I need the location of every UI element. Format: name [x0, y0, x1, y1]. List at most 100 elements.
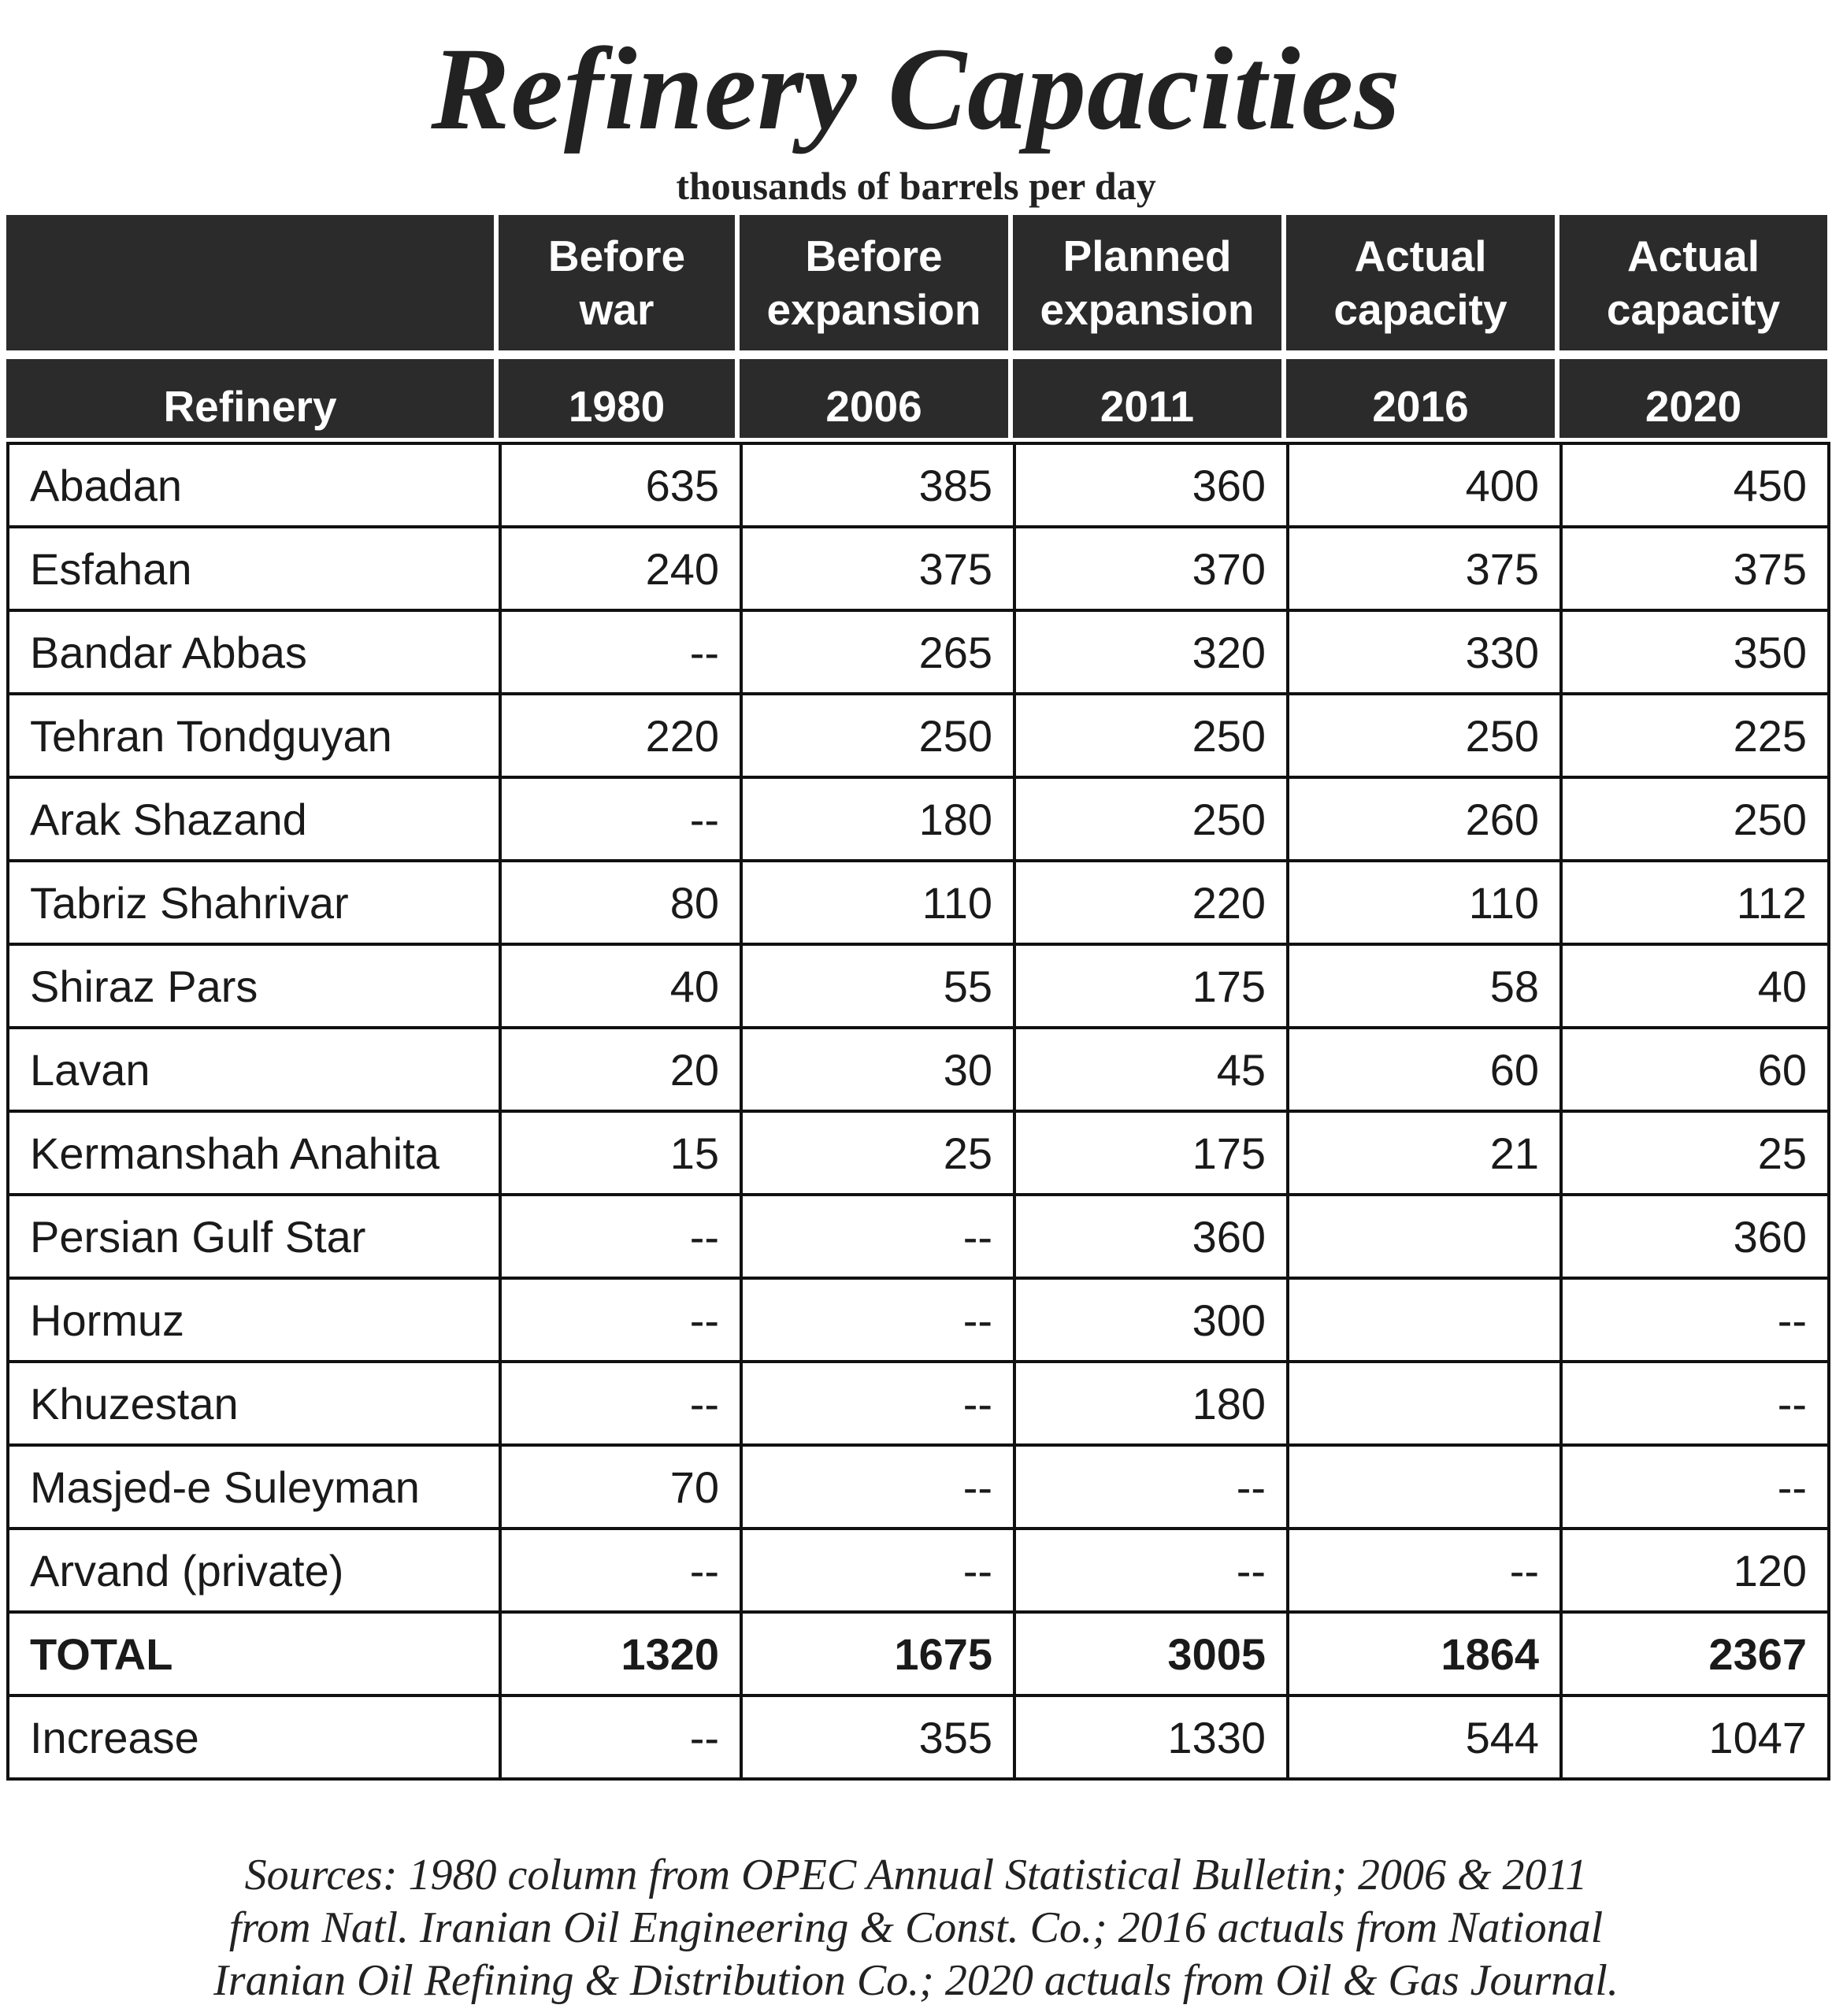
refinery-name: Increase: [6, 1694, 502, 1781]
capacity-cell: 375: [740, 525, 1016, 612]
refinery-name: Bandar Abbas: [6, 609, 502, 695]
table-row: Lavan 20 30 45 60 60: [6, 1026, 1830, 1113]
capacity-cell: 1320: [499, 1610, 743, 1697]
capacity-cell: 300: [1013, 1277, 1289, 1363]
capacity-cell: 180: [1013, 1360, 1289, 1447]
page-subtitle: thousands of barrels per day: [676, 164, 1156, 208]
page-title: Refinery Capacities: [431, 24, 1401, 154]
refinery-name: Shiraz Pars: [6, 943, 502, 1029]
header-label-line: Planned: [1062, 232, 1232, 280]
header-label-line: capacity: [1606, 285, 1781, 334]
refinery-name: Abadan: [6, 442, 502, 528]
capacity-cell: --: [499, 1694, 743, 1781]
capacity-cell: 21: [1286, 1110, 1563, 1196]
capacity-cell: 15: [499, 1110, 743, 1196]
capacity-cell: [1286, 1443, 1563, 1530]
table-row: Kermanshah Anahita 15 25 175 21 25: [6, 1110, 1830, 1196]
capacity-cell: 385: [740, 442, 1016, 528]
capacity-cell: 265: [740, 609, 1016, 695]
capacity-cell: 400: [1286, 442, 1563, 528]
capacity-cell: --: [1559, 1360, 1830, 1447]
capacity-cell: 240: [499, 525, 743, 612]
refinery-name: Kermanshah Anahita: [6, 1110, 502, 1196]
capacity-cell: --: [740, 1443, 1016, 1530]
capacity-cell: --: [1559, 1443, 1830, 1530]
refinery-name: Hormuz: [6, 1277, 502, 1363]
header-refinery: Refinery: [6, 359, 494, 438]
capacity-cell: 3005: [1013, 1610, 1289, 1697]
capacity-cell: 120: [1559, 1527, 1830, 1614]
capacity-cell: 250: [1559, 776, 1830, 862]
capacity-cell: 1864: [1286, 1610, 1563, 1697]
total-row: TOTAL 1320 1675 3005 1864 2367: [6, 1610, 1830, 1697]
capacity-cell: [1286, 1360, 1563, 1447]
capacity-cell: --: [499, 1277, 743, 1363]
table-row: Arak Shazand -- 180 250 260 250: [6, 776, 1830, 862]
capacity-cell: --: [740, 1193, 1016, 1280]
refinery-name: Khuzestan: [6, 1360, 502, 1447]
capacity-cell: 80: [499, 859, 743, 946]
capacity-cell: --: [1286, 1527, 1563, 1614]
header-year: 2011: [1013, 359, 1281, 438]
capacity-cell: 375: [1559, 525, 1830, 612]
capacity-cell: 1330: [1013, 1694, 1289, 1781]
header-year: 2016: [1286, 359, 1555, 438]
capacity-cell: --: [1559, 1277, 1830, 1363]
refinery-name: Tabriz Shahrivar: [6, 859, 502, 946]
capacity-cell: 1047: [1559, 1694, 1830, 1781]
table-row: Shiraz Pars 40 55 175 58 40: [6, 943, 1830, 1029]
capacity-cell: 220: [1013, 859, 1289, 946]
table-row: Tehran Tondguyan 220 250 250 250 225: [6, 692, 1830, 779]
capacity-cell: 60: [1286, 1026, 1563, 1113]
capacity-cell: 45: [1013, 1026, 1289, 1113]
header-label-line: war: [579, 285, 655, 334]
capacity-cell: [1286, 1277, 1563, 1363]
capacity-cell: 110: [1286, 859, 1563, 946]
header-label-line: Before: [547, 232, 686, 280]
header-label-line: expansion: [766, 285, 981, 334]
refinery-name: Arak Shazand: [6, 776, 502, 862]
capacity-cell: 58: [1286, 943, 1563, 1029]
capacity-cell: 260: [1286, 776, 1563, 862]
capacity-cell: --: [1013, 1443, 1289, 1530]
table-row: Masjed-e Suleyman 70 -- -- --: [6, 1443, 1830, 1530]
capacity-cell: 250: [1013, 776, 1289, 862]
header-label-cell: [6, 215, 494, 350]
refinery-name: Persian Gulf Star: [6, 1193, 502, 1280]
capacity-cell: 1675: [740, 1610, 1016, 1697]
capacity-cell: 360: [1559, 1193, 1830, 1280]
capacity-cell: 330: [1286, 609, 1563, 695]
capacity-cell: --: [740, 1360, 1016, 1447]
capacity-cell: 175: [1013, 1110, 1289, 1196]
capacity-cell: 250: [1013, 692, 1289, 779]
capacity-cell: 370: [1013, 525, 1289, 612]
capacity-cell: 180: [740, 776, 1016, 862]
capacity-cell: --: [499, 1193, 743, 1280]
capacity-cell: 250: [740, 692, 1016, 779]
capacity-cell: 544: [1286, 1694, 1563, 1781]
table-row: Esfahan 240 375 370 375 375: [6, 525, 1830, 612]
sources-line: Sources: 1980 column from OPEC Annual St…: [244, 1851, 1588, 1899]
refinery-name: TOTAL: [6, 1610, 502, 1697]
header-label-cell: Before expansion: [740, 215, 1008, 350]
table-row: Persian Gulf Star -- -- 360 360: [6, 1193, 1830, 1280]
header-year: 1980: [499, 359, 735, 438]
table-row: Abadan 635 385 360 400 450: [6, 442, 1830, 528]
header-year: 2006: [740, 359, 1008, 438]
header-label-line: Actual: [1354, 232, 1487, 280]
capacity-cell: 350: [1559, 609, 1830, 695]
header-label-line: Before: [805, 232, 943, 280]
refinery-name: Esfahan: [6, 525, 502, 612]
capacity-cell: 450: [1559, 442, 1830, 528]
capacity-cell: --: [1013, 1527, 1289, 1614]
sources-line: from Natl. Iranian Oil Engineering & Con…: [228, 1903, 1604, 1952]
capacity-cell: 320: [1013, 609, 1289, 695]
capacity-cell: 360: [1013, 1193, 1289, 1280]
header-year: 2020: [1559, 359, 1827, 438]
sources-note: Sources: 1980 column from OPEC Annual St…: [0, 1849, 1832, 2007]
capacity-cell: 30: [740, 1026, 1016, 1113]
header-label-line: Actual: [1626, 232, 1760, 280]
capacity-cell: --: [499, 609, 743, 695]
capacity-cell: 40: [1559, 943, 1830, 1029]
capacity-cell: --: [740, 1527, 1016, 1614]
